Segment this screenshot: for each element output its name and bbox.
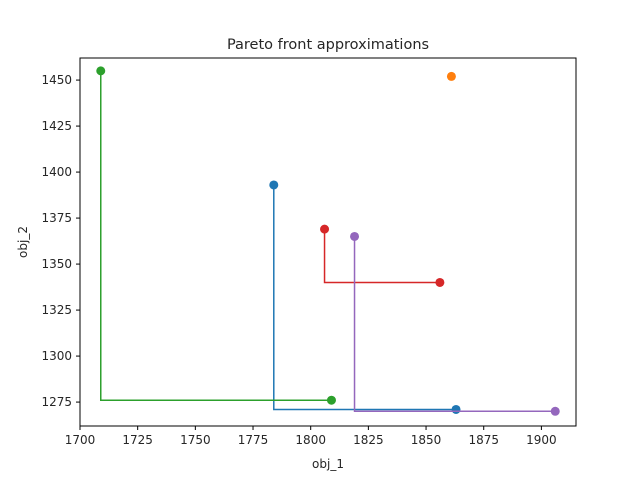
x-axis-label: obj_1 [312,457,344,471]
x-tick-label: 1750 [180,433,211,447]
x-tick-label: 1875 [468,433,499,447]
y-tick-label: 1400 [41,165,72,179]
series-5 [350,231,560,416]
y-tick-label: 1375 [41,211,72,225]
series-5-line [353,236,556,413]
x-tick-label: 1700 [65,433,96,447]
series-4 [320,224,445,287]
series-3-line [100,70,332,401]
series-3-point [326,395,336,405]
series-4-line [323,229,440,284]
series-4-point [320,224,330,234]
y-axis-ticks: 1275 1300 1325 1350 1375 1400 1425 1450 [41,73,80,409]
x-axis-ticks: 1700 1725 1750 1775 1800 1825 1850 1875 1900 [65,426,557,447]
y-axis-label: obj_2 [16,226,30,258]
y-tick-label: 1300 [41,349,72,363]
series-1-point [269,180,279,190]
x-tick-label: 1825 [353,433,384,447]
chart-title: Pareto front approximations [227,37,429,53]
series-5-point [550,406,560,416]
series-2 [446,71,456,81]
series-5-point [350,231,360,241]
y-tick-label: 1425 [41,119,72,133]
x-tick-label: 1725 [122,433,153,447]
x-tick-label: 1775 [238,433,269,447]
x-tick-label: 1800 [295,433,326,447]
y-tick-label: 1450 [41,73,72,87]
series-3 [96,66,336,405]
y-tick-label: 1325 [41,303,72,317]
y-tick-label: 1350 [41,257,72,271]
series-1-line [273,184,457,411]
y-tick-label: 1275 [41,395,72,409]
plot-frame [79,57,577,427]
series-4-point [435,277,445,287]
x-tick-label: 1900 [526,433,557,447]
series-3-point [96,66,106,76]
series-layer [96,66,560,416]
series-1-point [451,404,461,414]
x-tick-label: 1850 [411,433,442,447]
series-2-point [446,71,456,81]
